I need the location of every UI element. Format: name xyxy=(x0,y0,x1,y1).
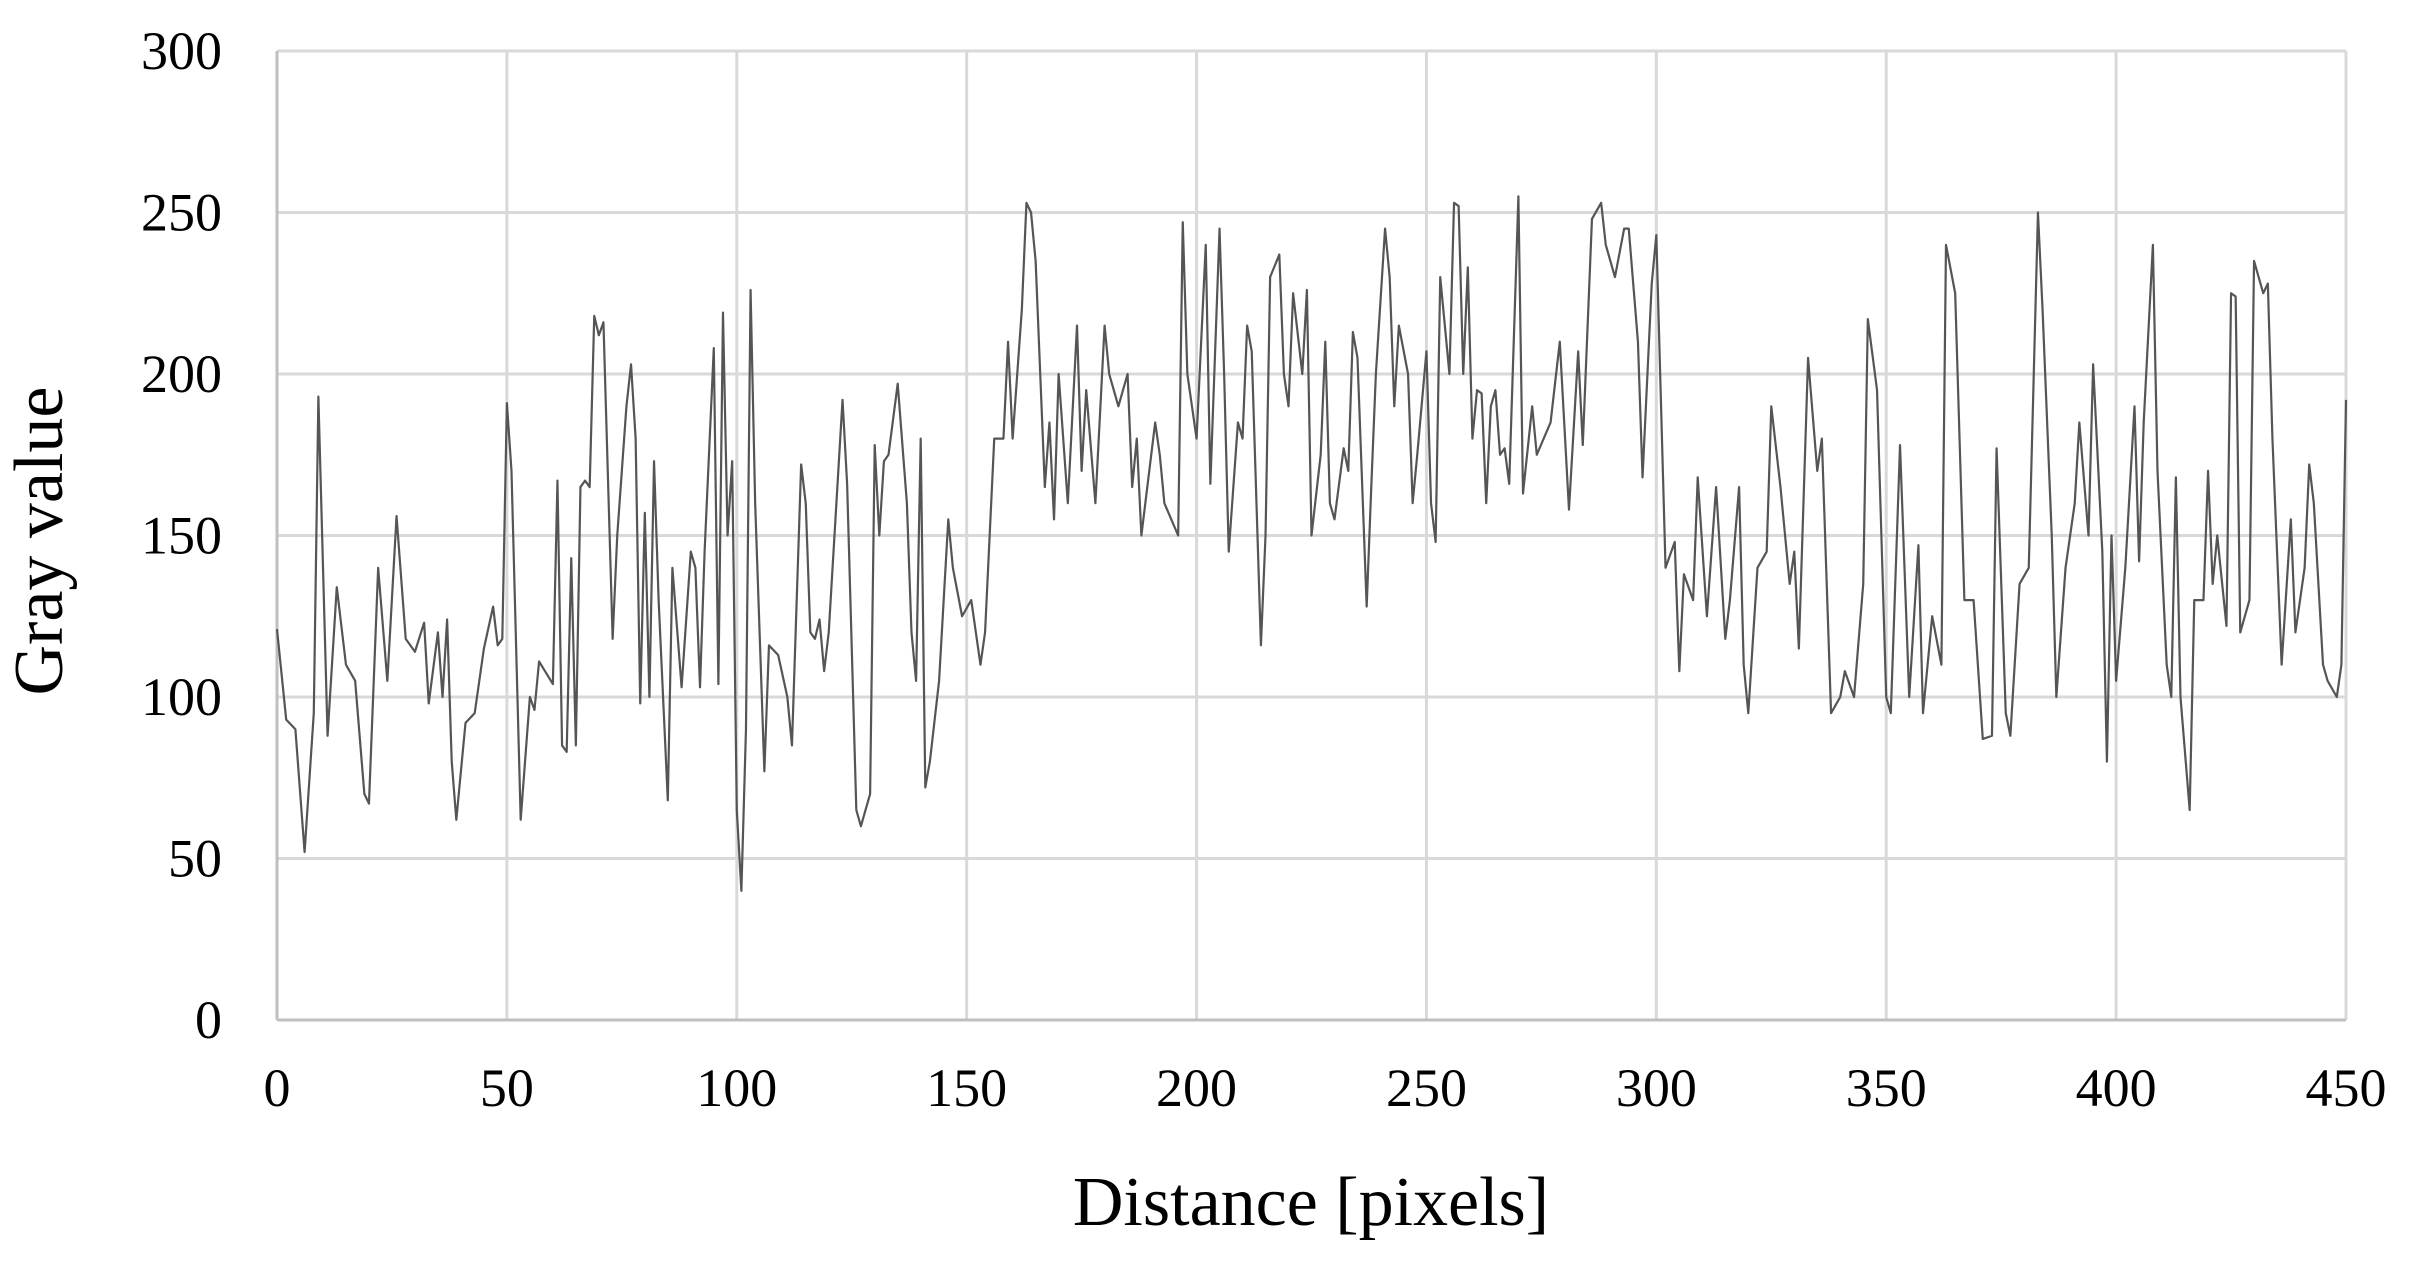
x-tick-label: 50 xyxy=(480,1058,534,1118)
y-tick-label: 100 xyxy=(141,667,222,727)
y-tick-label: 50 xyxy=(168,829,222,889)
data-line xyxy=(275,195,2348,892)
y-tick-label: 200 xyxy=(141,344,222,404)
x-tick-label: 450 xyxy=(2306,1058,2387,1118)
y-tick-label: 300 xyxy=(141,21,222,81)
y-axis-title: Gray value xyxy=(1,386,78,695)
x-tick-label: 300 xyxy=(1616,1058,1697,1118)
x-tick-label: 350 xyxy=(1846,1058,1927,1118)
y-tick-label: 150 xyxy=(141,506,222,566)
x-tick-label: 0 xyxy=(264,1058,291,1118)
x-tick-label: 250 xyxy=(1386,1058,1467,1118)
y-tick-label: 0 xyxy=(195,990,222,1050)
x-tick-label: 150 xyxy=(926,1058,1007,1118)
x-tick-label: 100 xyxy=(696,1058,777,1118)
x-tick-label: 200 xyxy=(1156,1058,1237,1118)
x-axis-title: Distance [pixels] xyxy=(1073,1164,1549,1241)
y-tick-label: 250 xyxy=(141,183,222,243)
x-tick-label: 400 xyxy=(2076,1058,2157,1118)
